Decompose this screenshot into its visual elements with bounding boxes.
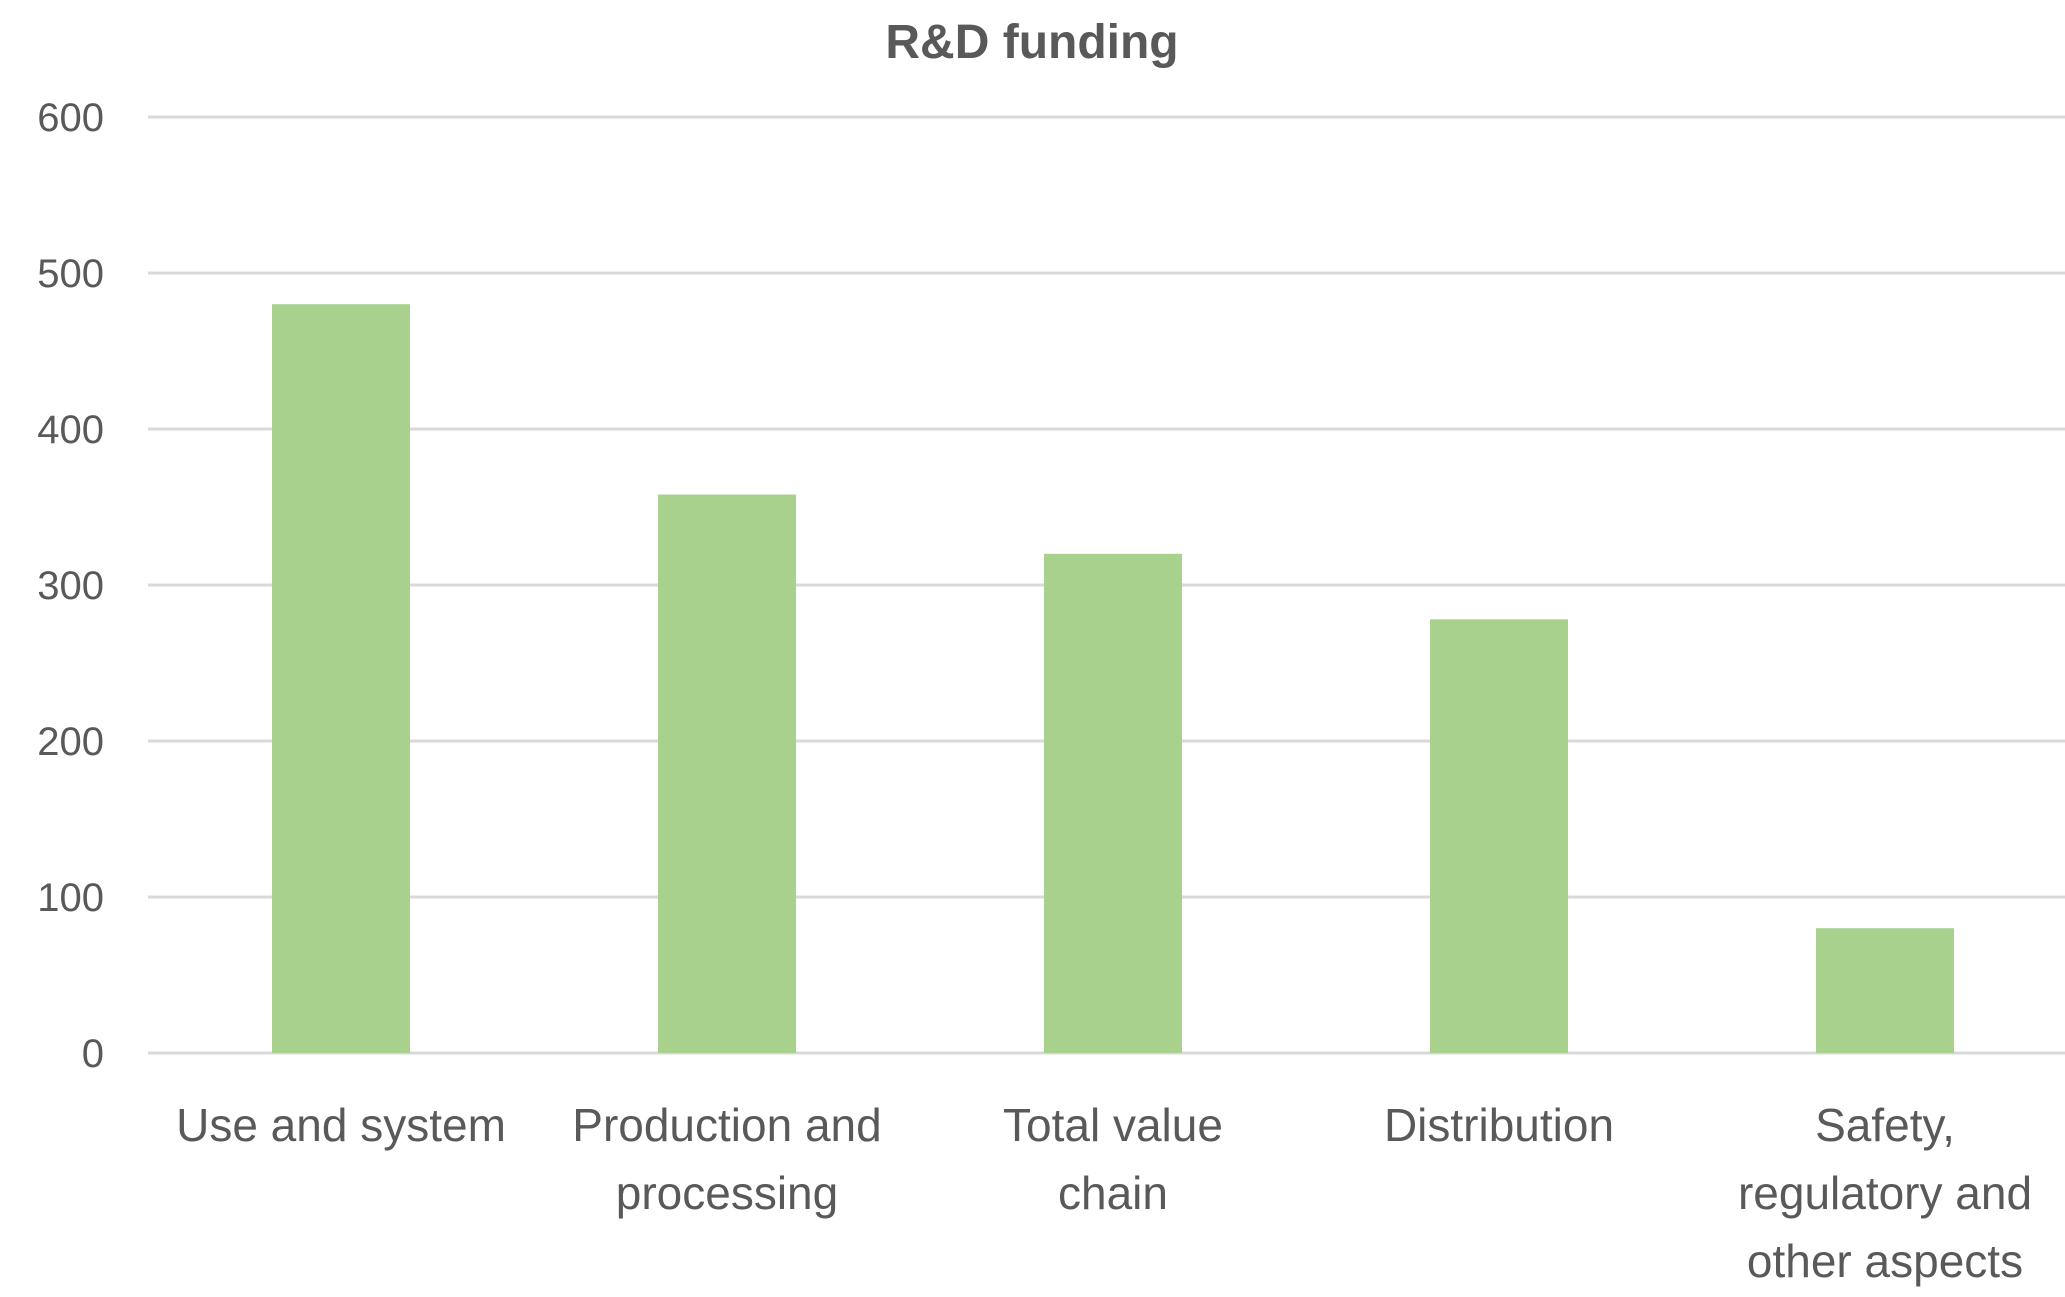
x-axis-ticks: Use and system Production and processing To…: [176, 1099, 2032, 1287]
bar: [1430, 619, 1568, 1053]
x-tick-label: Total value chain: [1003, 1099, 1223, 1219]
y-tick-label: 200: [37, 720, 104, 764]
y-tick-label: 100: [37, 876, 104, 920]
bar: [1044, 553, 1182, 1053]
x-tick-label: Safety, regulatory and other aspects: [1738, 1099, 2032, 1287]
bar: [272, 304, 410, 1053]
x-tick-label: Production and processing: [572, 1099, 881, 1219]
y-tick-label: 500: [37, 252, 104, 296]
bar: [1816, 928, 1954, 1053]
y-tick-label: 400: [37, 408, 104, 452]
bars: [272, 304, 1954, 1053]
chart-title: R&D funding: [885, 16, 1178, 69]
y-tick-label: 600: [37, 96, 104, 140]
x-tick-label: Use and system: [176, 1099, 506, 1151]
y-axis-ticks: 0 100 200 300 400 500 600: [37, 96, 104, 1076]
x-tick-label: Distribution: [1384, 1099, 1614, 1151]
bar: [658, 494, 796, 1053]
y-tick-label: 0: [82, 1032, 104, 1076]
y-tick-label: 300: [37, 564, 104, 608]
